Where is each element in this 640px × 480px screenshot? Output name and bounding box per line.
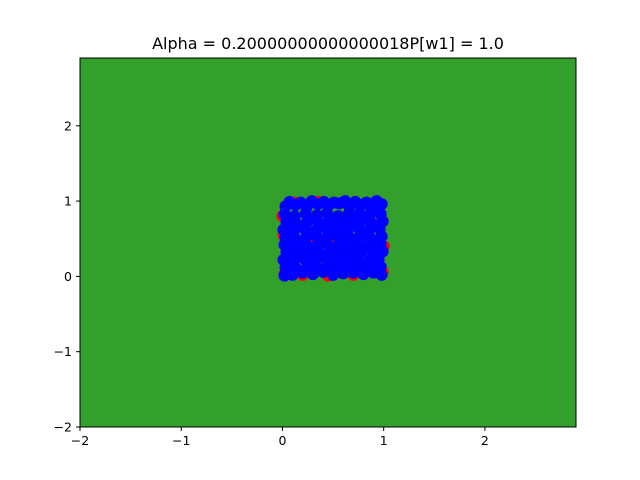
x-tick-label-1: −1	[172, 433, 190, 448]
y-tick-label-2: 0	[64, 269, 72, 284]
chart-title: Alpha = 0.20000000000000018P[w1] = 1.0	[152, 34, 504, 53]
scatter-point-s1-82	[288, 210, 301, 223]
scatter-point-s1-108	[360, 196, 373, 209]
scatter-point-s1-110	[284, 234, 297, 247]
plot-area: −2 −1 0 1 2 −2 −1 0 1 2	[54, 57, 577, 448]
scatter-point-s1-106	[339, 195, 352, 208]
x-tick-label-3: 1	[380, 433, 388, 448]
scatter-point-s1-109	[370, 195, 383, 208]
scatter-point-s1-86	[332, 210, 345, 223]
scatter-point-s1-103	[305, 195, 318, 208]
scatter-point-s1-116	[348, 212, 361, 225]
x-tick-label-4: 2	[481, 433, 489, 448]
scatter-point-s1-84	[310, 209, 323, 222]
scatter-point-s1-118	[369, 204, 382, 217]
x-tick-label-2: 0	[278, 433, 286, 448]
x-tick-label-0: −2	[71, 433, 89, 448]
scatter-point-s1-117	[358, 265, 371, 278]
y-tick-label-1: −1	[54, 344, 72, 359]
axes-frame	[79, 57, 577, 428]
scatter-point-s1-102	[294, 196, 307, 209]
y-tick-label-4: 2	[64, 118, 72, 133]
scatter-point-s1-115	[337, 257, 350, 270]
scatter-point-s1-101	[283, 195, 296, 208]
y-tick-label-3: 1	[64, 194, 72, 209]
scatter-point-s1-111	[294, 242, 307, 255]
scatter-point-s1-105	[328, 196, 341, 209]
scatter-point-s1-113	[315, 250, 328, 263]
scatter-point-s1-112	[304, 227, 317, 240]
scatter-point-s1-114	[326, 219, 339, 232]
y-tick-label-0: −2	[54, 420, 72, 435]
scatter-point-s1-104	[317, 195, 330, 208]
scatter-point-s1-107	[349, 195, 362, 208]
